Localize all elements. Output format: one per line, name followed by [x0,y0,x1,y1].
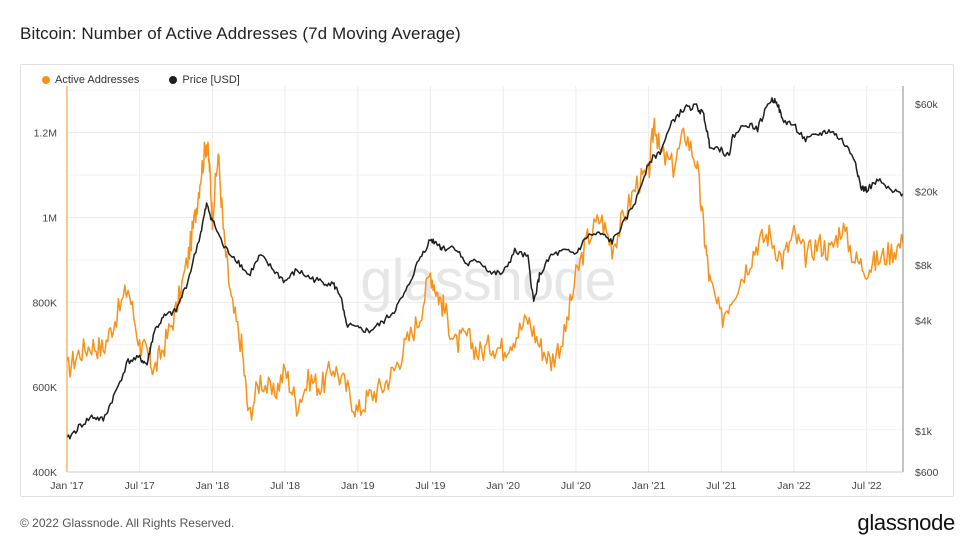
legend-swatch-price [169,76,178,84]
y-left-tick-label: 1.2M [34,128,57,140]
x-tick-label: Jul '21 [706,480,736,492]
legend-label-price: Price [USD] [182,74,240,86]
x-tick-label: Jan '19 [341,480,375,492]
x-tick-label: Jan '18 [196,480,230,492]
y-right-tick-label: $600 [915,467,939,479]
x-tick-label: Jan '17 [50,480,84,492]
legend-swatch-active-addresses [42,76,50,84]
series-line-price[interactable] [66,97,904,440]
y-left-tick-label: 400K [32,467,57,479]
series-layer [66,97,904,440]
legend-item-active-addresses[interactable]: Active Addresses [42,74,139,86]
brand-logo[interactable]: glassnode [857,510,955,535]
y-left-tick-label: 600K [32,382,57,394]
axis-layer: 400K 600K 800K 1M 1.2M Jan '17 Jul '17 Jan '18 J… [32,86,939,492]
x-tick-label: Jul '17 [125,480,155,492]
x-tick-label: Jul '20 [561,480,591,492]
y-left-tick-label: 1M [42,212,57,224]
y-right-tick-label: $20k [915,187,939,199]
x-tick-label: Jul '19 [415,480,445,492]
y-right-tick-label: $1k [915,426,933,438]
y-right-tick-label: $4k [915,315,933,327]
x-tick-label: Jul '18 [270,480,300,492]
legend-label-active-addresses: Active Addresses [55,74,140,86]
x-tick-label: Jul '22 [852,480,882,492]
chart-legend: Active Addresses Price [USD] [42,74,240,86]
y-right-tick-label: $60k [915,99,939,111]
x-tick-label: Jan '22 [777,480,811,492]
legend-item-price[interactable]: Price [USD] [169,74,240,86]
x-tick-label: Jan '20 [486,480,520,492]
chart-title: Bitcoin: Number of Active Addresses (7d … [20,24,461,43]
chart-panel [20,64,954,497]
y-left-tick-label: 800K [32,297,57,309]
copyright-text: © 2022 Glassnode. All Rights Reserved. [20,516,235,530]
series-line-active-addresses[interactable] [66,117,904,421]
x-tick-label: Jan '21 [632,480,666,492]
y-right-tick-label: $8k [915,260,933,272]
